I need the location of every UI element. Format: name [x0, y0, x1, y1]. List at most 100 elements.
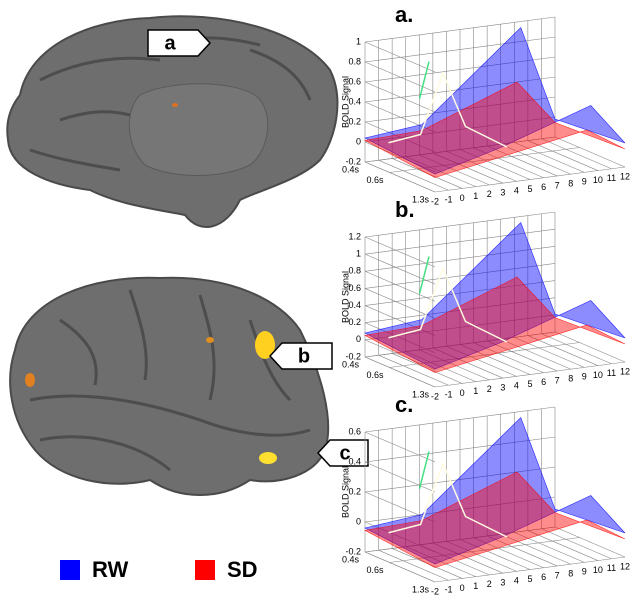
- x-tick-label: 6: [541, 182, 546, 192]
- grid-line: [364, 322, 436, 353]
- x-tick-label: 3: [500, 187, 505, 197]
- x-tick-label: -1: [445, 390, 453, 400]
- brain-label: c: [339, 442, 350, 464]
- z-tick-label: 0: [356, 516, 361, 526]
- grid-line: [364, 526, 556, 553]
- grid-line: [459, 149, 531, 180]
- x-tick-label: 12: [620, 366, 630, 376]
- grid-line: [364, 331, 556, 358]
- x-tick-label: 9: [582, 567, 587, 577]
- z-tick-label: -0.2: [345, 546, 361, 556]
- z-tick-label: -0.2: [345, 156, 361, 166]
- grid-line: [514, 532, 585, 563]
- grid-line: [389, 147, 580, 173]
- grid-line: [541, 138, 612, 170]
- grid-line: [364, 161, 436, 193]
- grid-line: [364, 431, 436, 463]
- x-tick-label: 2: [487, 579, 492, 589]
- grid-line: [364, 253, 436, 285]
- activation: [255, 331, 275, 359]
- response-curve: [388, 266, 508, 343]
- grid-line: [364, 339, 436, 371]
- surface-sd: [364, 471, 626, 568]
- x-tick-label: 2: [487, 384, 492, 394]
- grid-line: [364, 521, 436, 553]
- grid-line: [364, 36, 556, 63]
- x-tick-label: 9: [582, 177, 587, 187]
- grid-line: [541, 333, 612, 365]
- z-tick-label: 0.2: [348, 486, 361, 496]
- grid-line: [364, 41, 436, 73]
- grid-line: [419, 349, 490, 381]
- depth-tick-label: 1.3s: [412, 194, 430, 204]
- callout: [268, 342, 333, 370]
- grid-line: [527, 530, 598, 561]
- grid-line: [364, 466, 556, 493]
- x-tick-label: 10: [593, 565, 603, 575]
- panel-label: b.: [395, 197, 415, 222]
- surface-rw: [364, 416, 626, 565]
- z-axis-label: BOLD Signal: [340, 76, 350, 128]
- grid-line: [459, 344, 531, 375]
- grid-line: [364, 406, 556, 433]
- depth-tick-label: 0.6s: [366, 370, 384, 380]
- surface-rw: [364, 26, 626, 175]
- grid-line: [364, 551, 436, 583]
- grid-line: [500, 533, 571, 565]
- depth-tick-label: 0.4s: [342, 359, 360, 369]
- grid-line: [389, 537, 580, 563]
- grid-line: [364, 61, 436, 93]
- surface-plot: -2 -1 0 1 2 3 4 5 6 7 8 9 10 11 12-0.200.20.40.60.811.…: [340, 197, 630, 402]
- activation: [172, 103, 178, 107]
- x-tick-label: 12: [620, 171, 630, 181]
- grid-line: [487, 145, 558, 177]
- grid-line: [527, 335, 598, 366]
- brain-lateral: [9, 276, 330, 496]
- grid-line: [364, 136, 556, 163]
- x-tick-label: 0: [460, 388, 465, 398]
- grid-line: [364, 116, 556, 143]
- grid-line: [432, 542, 503, 574]
- grid-line: [364, 16, 556, 43]
- grid-line: [527, 140, 598, 171]
- grid-line: [364, 263, 556, 289]
- grid-line: [500, 338, 571, 370]
- grid-line: [378, 354, 449, 386]
- grid-line: [446, 541, 517, 572]
- grid-line: [364, 96, 556, 123]
- z-tick-label: 0.4: [348, 300, 361, 310]
- grid-line: [432, 152, 503, 184]
- x-tick-label: 6: [541, 572, 546, 582]
- grid-line: [434, 166, 626, 193]
- grid-line: [364, 211, 556, 238]
- grid-line: [514, 142, 585, 173]
- x-tick-label: 8: [568, 374, 573, 384]
- x-tick-label: -2: [431, 586, 439, 596]
- response-curve: [418, 61, 430, 99]
- z-axis-label: BOLD Signal: [340, 466, 350, 518]
- z-tick-label: 0.2: [348, 116, 361, 126]
- x-tick-label: 6: [541, 377, 546, 387]
- grid-line: [446, 346, 517, 377]
- x-tick-label: 2: [487, 189, 492, 199]
- grid-line: [364, 81, 436, 113]
- z-tick-label: 1: [356, 36, 361, 46]
- grid-line: [364, 76, 556, 103]
- z-tick-label: 0.4: [348, 456, 361, 466]
- callout: [316, 439, 369, 467]
- x-tick-label: 8: [568, 179, 573, 189]
- grid-line: [473, 537, 544, 568]
- x-tick-label: 9: [582, 372, 587, 382]
- activation: [25, 373, 35, 387]
- x-tick-label: 3: [500, 382, 505, 392]
- grid-line: [364, 236, 436, 268]
- response-curve: [418, 256, 430, 294]
- x-tick-label: 10: [593, 175, 603, 185]
- x-tick-label: -1: [445, 195, 453, 205]
- surface-sd: [364, 276, 626, 373]
- z-axis-label: BOLD Signal: [340, 271, 350, 323]
- grid-line: [514, 337, 585, 368]
- x-tick-label: -1: [445, 585, 453, 595]
- grid-line: [389, 342, 580, 368]
- grid-line: [364, 280, 556, 306]
